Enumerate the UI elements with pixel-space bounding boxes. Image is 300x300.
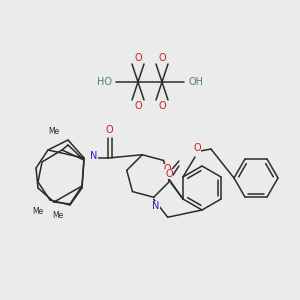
Text: OH: OH: [188, 77, 203, 87]
Text: O: O: [165, 169, 173, 179]
Text: N: N: [90, 151, 98, 161]
Text: O: O: [106, 125, 113, 135]
Text: O: O: [163, 164, 171, 174]
Text: Me: Me: [32, 208, 44, 217]
Text: O: O: [134, 101, 142, 111]
Text: N: N: [152, 201, 159, 211]
Text: O: O: [158, 101, 166, 111]
Text: HO: HO: [97, 77, 112, 87]
Text: O: O: [193, 143, 201, 153]
Text: O: O: [158, 53, 166, 63]
Text: Me: Me: [48, 128, 60, 136]
Text: O: O: [134, 53, 142, 63]
Text: Me: Me: [52, 212, 64, 220]
